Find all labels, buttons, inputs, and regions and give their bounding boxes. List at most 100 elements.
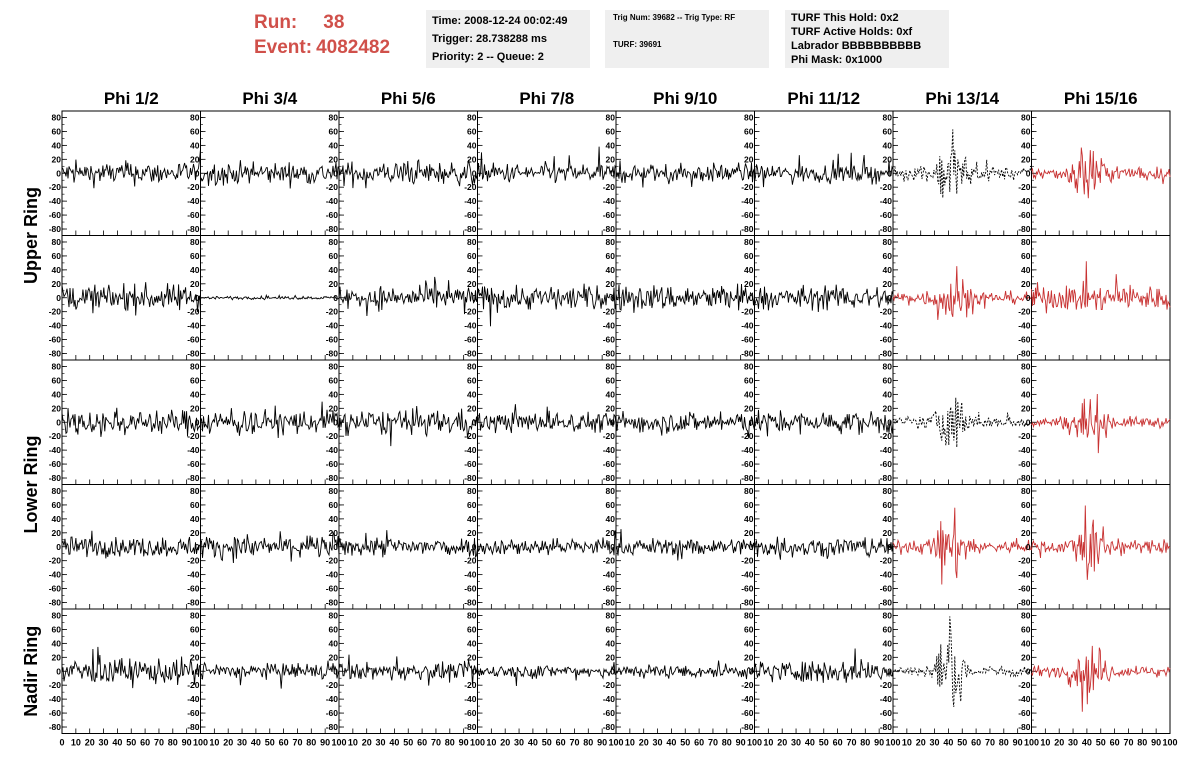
panel-frame — [754, 484, 894, 610]
x-tick-label: 20 — [85, 738, 95, 748]
y-tick-label: 0 — [333, 542, 338, 552]
y-tick-label: -60 — [603, 584, 616, 594]
y-tick-label: 0 — [887, 417, 892, 427]
y-tick-label: -40 — [326, 694, 339, 704]
y-tick-label: -80 — [326, 598, 339, 608]
y-tick-label: -60 — [326, 584, 339, 594]
y-tick-label: -40 — [1018, 570, 1031, 580]
y-tick-label: 40 — [744, 514, 754, 524]
y-tick-label: 40 — [744, 265, 754, 275]
y-tick-label: -40 — [741, 196, 754, 206]
y-tick-label: 80 — [744, 610, 754, 620]
turf-active-text: TURF Active Holds: 0xf — [791, 26, 913, 38]
y-tick-label: -20 — [49, 307, 62, 317]
priority-text: Priority: 2 -- Queue: 2 — [432, 51, 544, 63]
y-tick-label: 20 — [883, 154, 893, 164]
y-tick-label: 60 — [606, 500, 616, 510]
y-tick-label: 20 — [606, 279, 616, 289]
y-tick-label: -80 — [880, 722, 893, 732]
y-tick-label: 40 — [329, 265, 339, 275]
y-tick-label: -40 — [49, 570, 62, 580]
y-tick-label: 0 — [195, 168, 200, 178]
x-tick-label: 90 — [736, 738, 746, 748]
x-tick-label: 90 — [182, 738, 192, 748]
y-tick-label: -40 — [326, 321, 339, 331]
y-tick-label: 0 — [195, 417, 200, 427]
phi-mask-text: Phi Mask: 0x1000 — [791, 54, 883, 66]
waveform-panel: -80 -60 -40 -20 0 20 40 60 80 — [326, 359, 478, 485]
y-tick-label: 0 — [56, 293, 61, 303]
y-tick-label: 40 — [606, 265, 616, 275]
y-tick-label: -60 — [326, 335, 339, 345]
y-tick-label: -20 — [187, 182, 200, 192]
waveform-panel: -80 -60 -40 -20 0 20 40 60 80 — [880, 235, 1032, 361]
y-tick-label: -80 — [187, 722, 200, 732]
y-tick-label: 60 — [606, 251, 616, 261]
y-tick-label: 60 — [467, 624, 477, 634]
y-tick-label: -20 — [880, 680, 893, 690]
waveform-trace — [615, 283, 755, 313]
y-tick-label: -80 — [464, 598, 477, 608]
x-tick-label: 50 — [819, 738, 829, 748]
y-tick-label: 20 — [329, 154, 339, 164]
y-tick-label: 60 — [329, 126, 339, 136]
y-tick-label: 40 — [1021, 389, 1031, 399]
run-event-block: Run: 38 Event: 4082482 — [254, 10, 390, 60]
x-tick-label: 50 — [957, 738, 967, 748]
waveform-panel: -80 -60 -40 -20 0 20 40 60 80 — [464, 484, 617, 610]
y-tick-label: -80 — [603, 722, 616, 732]
x-tick-label: 80 — [306, 738, 316, 748]
y-tick-label: 20 — [744, 652, 754, 662]
y-tick-label: 60 — [1021, 251, 1031, 261]
y-tick-label: 80 — [883, 610, 893, 620]
x-tick-label: 70 — [846, 738, 856, 748]
waveform-panel: -80 -60 -40 -20 0 20 40 60 80 — [464, 235, 617, 361]
y-tick-label: -60 — [464, 335, 477, 345]
x-tick-label: 50 — [680, 738, 690, 748]
waveform-panel: -80 -60 -40 -20 0 20 40 60 80 — [1018, 110, 1171, 236]
y-tick-label: -20 — [1018, 307, 1031, 317]
y-tick-label: 0 — [56, 168, 61, 178]
y-tick-label: 20 — [52, 403, 62, 413]
y-tick-label: 60 — [467, 500, 477, 510]
trigger-info-box: Trig Num: 39682 -- Trig Type: RF TURF: 3… — [605, 10, 769, 68]
y-tick-label: 80 — [52, 361, 62, 371]
y-tick-label: 0 — [1026, 666, 1031, 676]
y-tick-label: -40 — [49, 445, 62, 455]
panel-frame — [477, 110, 617, 236]
y-tick-label: -60 — [464, 584, 477, 594]
x-tick-label: 90 — [597, 738, 607, 748]
waveform-panel: -80 -60 -40 -20 0 20 40 60 80 — [603, 110, 755, 236]
y-tick-label: -60 — [326, 708, 339, 718]
x-tick-label: 20 — [223, 738, 233, 748]
event-line: Event: 4082482 — [254, 35, 390, 60]
y-tick-label: 60 — [329, 500, 339, 510]
x-tick-label: 70 — [569, 738, 579, 748]
x-tick-label: 90 — [1151, 738, 1161, 748]
waveform-trace — [477, 146, 617, 184]
x-tick-label: 20 — [362, 738, 372, 748]
x-tick-label: 60 — [1110, 738, 1120, 748]
y-tick-label: 80 — [190, 361, 200, 371]
y-tick-label: 0 — [56, 666, 61, 676]
y-tick-label: 80 — [52, 610, 62, 620]
y-tick-label: -40 — [49, 196, 62, 206]
x-tick-label: 70 — [985, 738, 995, 748]
y-tick-label: 0 — [749, 542, 754, 552]
waveform-trace — [892, 507, 1032, 585]
y-tick-label: 20 — [190, 652, 200, 662]
y-tick-label: 80 — [329, 112, 339, 122]
waveform-trace — [892, 266, 1032, 320]
turf-info-box: TURF This Hold: 0x2 TURF Active Holds: 0… — [785, 10, 949, 68]
y-tick-label: -80 — [187, 349, 200, 359]
y-tick-label: 0 — [333, 168, 338, 178]
y-tick-label: -80 — [880, 598, 893, 608]
y-tick-label: -40 — [49, 694, 62, 704]
x-tick-label: 90 — [1013, 738, 1023, 748]
y-tick-label: 60 — [190, 624, 200, 634]
y-tick-label: 80 — [467, 486, 477, 496]
y-tick-label: 60 — [606, 375, 616, 385]
x-tick-label: 60 — [140, 738, 150, 748]
y-tick-label: 60 — [190, 126, 200, 136]
column-title: Phi 9/10 — [653, 89, 717, 108]
